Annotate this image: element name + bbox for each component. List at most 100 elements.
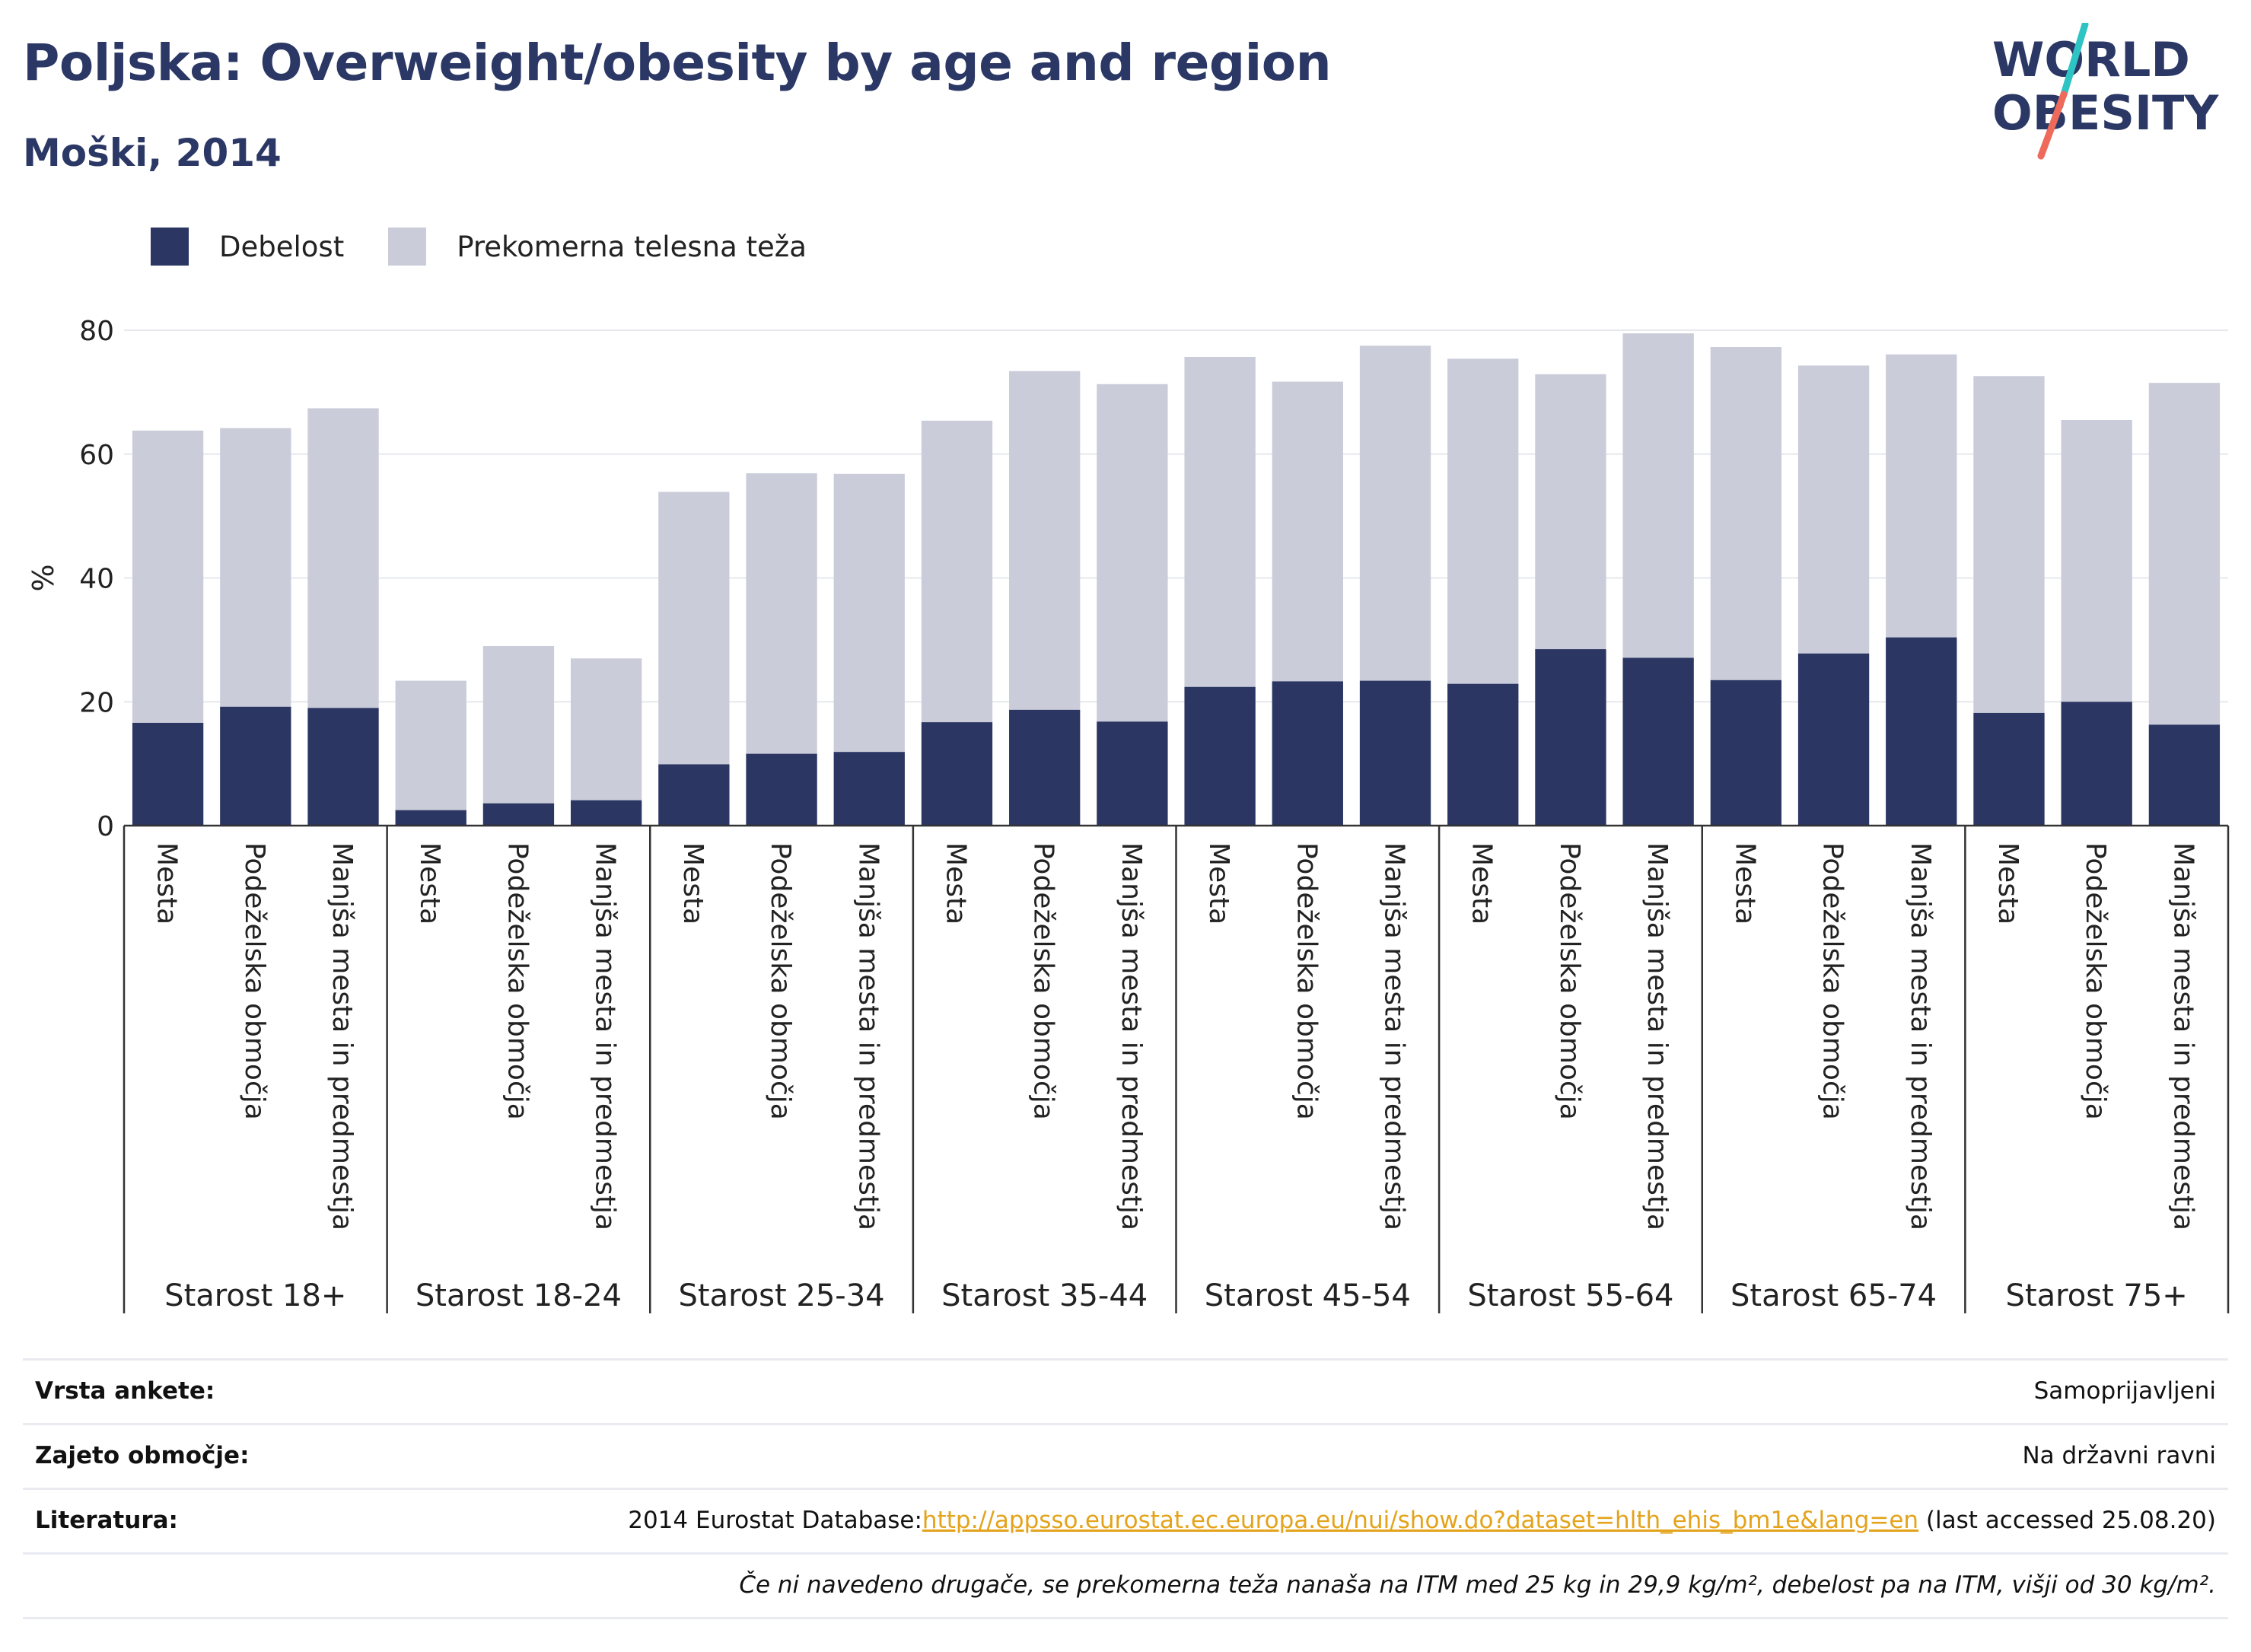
stacked-bar-chart: 0 20 40 60 80% Mesta Podeželska območja Manjša … (27, 316, 2230, 1313)
x-subcategory-label: Manjša mesta in predmestja (1116, 842, 1147, 1230)
bar-overweight (220, 428, 291, 707)
bar-overweight (395, 680, 466, 810)
footer-row-reference: Literatura: 2014 Eurostat Database:http:… (23, 1488, 2228, 1552)
bar-obesity (395, 810, 466, 826)
bar-obesity (1184, 686, 1256, 826)
reference-suffix: (last accessed 25.08.20) (1918, 1507, 2216, 1534)
legend-item-overweight[interactable]: Prekomerna telesna teža (388, 228, 807, 266)
bar-overweight (2148, 383, 2221, 725)
bar-overweight (921, 420, 993, 723)
x-subcategory-label: Mesta (151, 842, 183, 925)
x-subcategory-label: Podeželska območja (765, 842, 796, 1120)
x-subcategory-label: Podeželska območja (1291, 842, 1322, 1120)
bar-obesity (658, 764, 730, 826)
x-group-label: Starost 65-74 (1730, 1278, 1937, 1313)
logo-slash-top (2060, 23, 2089, 98)
bar-overweight (1359, 345, 1431, 681)
y-axis-title: % (27, 564, 60, 591)
bar-obesity (1973, 712, 2045, 826)
world-obesity-logo: WORLD OBESITY (1992, 23, 2219, 160)
y-tick-label: 40 (79, 564, 114, 595)
y-tick-label: 80 (79, 316, 114, 347)
bar-overweight (570, 658, 642, 801)
bar-obesity (2061, 702, 2132, 826)
bar-obesity (746, 753, 817, 826)
x-group-label: Starost 55-64 (1467, 1278, 1673, 1313)
reference-link[interactable]: http://appsso.eurostat.ec.europa.eu/nui/… (922, 1507, 1919, 1534)
reference-label: Literatura: (35, 1507, 178, 1534)
x-subcategory-label: Podeželska območja (1554, 842, 1585, 1120)
reference-value: 2014 Eurostat Database:http://appsso.eur… (628, 1507, 2216, 1534)
x-subcategory-label: Mesta (1203, 842, 1234, 925)
bar-overweight (1097, 384, 1168, 722)
coverage-value: Na državni ravni (2022, 1442, 2216, 1469)
legend-swatch-overweight (388, 228, 427, 266)
bar-overweight (1184, 356, 1256, 687)
footer-row-survey-type: Vrsta ankete: Samoprijavljeni (23, 1358, 2228, 1423)
x-subcategory-label: Podeželska območja (501, 842, 533, 1120)
bar-obesity (1272, 681, 1343, 826)
logo-line1: WORLD (1992, 32, 2190, 88)
chart-subtitle: Moški, 2014 (23, 131, 282, 175)
x-subcategory-label: Podeželska območja (2080, 842, 2111, 1120)
logo-line2: OBESITY (1992, 85, 2219, 141)
bar-obesity (132, 722, 204, 826)
reference-prefix: 2014 Eurostat Database: (628, 1507, 922, 1534)
bar-obesity (1710, 680, 1782, 826)
bar-overweight (1710, 346, 1782, 680)
x-subcategory-label: Mesta (1992, 842, 2023, 925)
definition-note: Če ni navedeno drugače, se prekomerna te… (739, 1571, 2216, 1599)
legend-label-overweight: Prekomerna telesna teža (457, 230, 807, 263)
x-group-label: Starost 25-34 (679, 1278, 885, 1313)
bar-obesity (1797, 653, 1870, 826)
bar-overweight (1272, 381, 1343, 682)
logo-slash-bottom (2037, 91, 2068, 160)
bar-obesity (1535, 649, 1606, 826)
coverage-label: Zajeto območje: (35, 1442, 250, 1469)
x-subcategory-label: Mesta (940, 842, 971, 925)
bar-obesity (1622, 657, 1694, 826)
bar-obesity (1886, 637, 1957, 826)
survey-type-value: Samoprijavljeni (2033, 1377, 2216, 1405)
bar-obesity (1009, 709, 1081, 826)
bar-obesity (220, 706, 291, 826)
legend-swatch-obesity (151, 228, 189, 266)
x-group-label: Starost 35-44 (941, 1278, 1148, 1313)
x-subcategory-label: Mesta (677, 842, 708, 925)
bar-obesity (482, 803, 555, 826)
bar-overweight (307, 408, 379, 708)
bar-overweight (658, 492, 730, 765)
bar-overweight (1535, 374, 1606, 650)
bar-obesity (833, 752, 905, 826)
bar-obesity (570, 800, 642, 826)
x-subcategory-label: Manjša mesta in predmestja (590, 842, 621, 1230)
bar-overweight (746, 473, 817, 754)
survey-type-label: Vrsta ankete: (35, 1377, 215, 1405)
x-subcategory-label: Mesta (414, 842, 445, 925)
x-group-label: Starost 75+ (2006, 1278, 2188, 1313)
bar-overweight (1622, 333, 1694, 658)
x-subcategory-label: Podeželska območja (239, 842, 270, 1120)
bar-obesity (921, 722, 993, 826)
x-subcategory-label: Manjša mesta in predmestja (2167, 842, 2198, 1230)
x-subcategory-label: Podeželska območja (1028, 842, 1059, 1120)
bar-overweight (2061, 419, 2132, 702)
legend-item-obesity[interactable]: Debelost (151, 228, 344, 266)
chart-legend: Debelost Prekomerna telesna teža (151, 225, 851, 268)
footer-row-note: Če ni navedeno drugače, se prekomerna te… (23, 1552, 2228, 1619)
bar-overweight (1447, 358, 1519, 684)
x-subcategory-label: Manjša mesta in predmestja (1641, 842, 1673, 1230)
chart-title: Poljska: Overweight/obesity by age and r… (23, 33, 1332, 92)
y-tick-label: 0 (97, 811, 114, 842)
x-subcategory-label: Mesta (1466, 842, 1498, 925)
bar-obesity (1447, 683, 1519, 826)
x-group-label: Starost 45-54 (1205, 1278, 1411, 1313)
bar-overweight (1009, 371, 1081, 710)
bar-overweight (1886, 354, 1957, 638)
footer-row-coverage: Zajeto območje: Na državni ravni (23, 1423, 2228, 1488)
x-group-label: Starost 18+ (164, 1278, 346, 1313)
legend-label-obesity: Debelost (219, 230, 345, 263)
x-subcategory-label: Manjša mesta in predmestja (1379, 842, 1410, 1230)
x-subcategory-label: Manjša mesta in predmestja (326, 842, 358, 1230)
chart-footer: Vrsta ankete: Samoprijavljeni Zajeto obm… (23, 1358, 2228, 1619)
